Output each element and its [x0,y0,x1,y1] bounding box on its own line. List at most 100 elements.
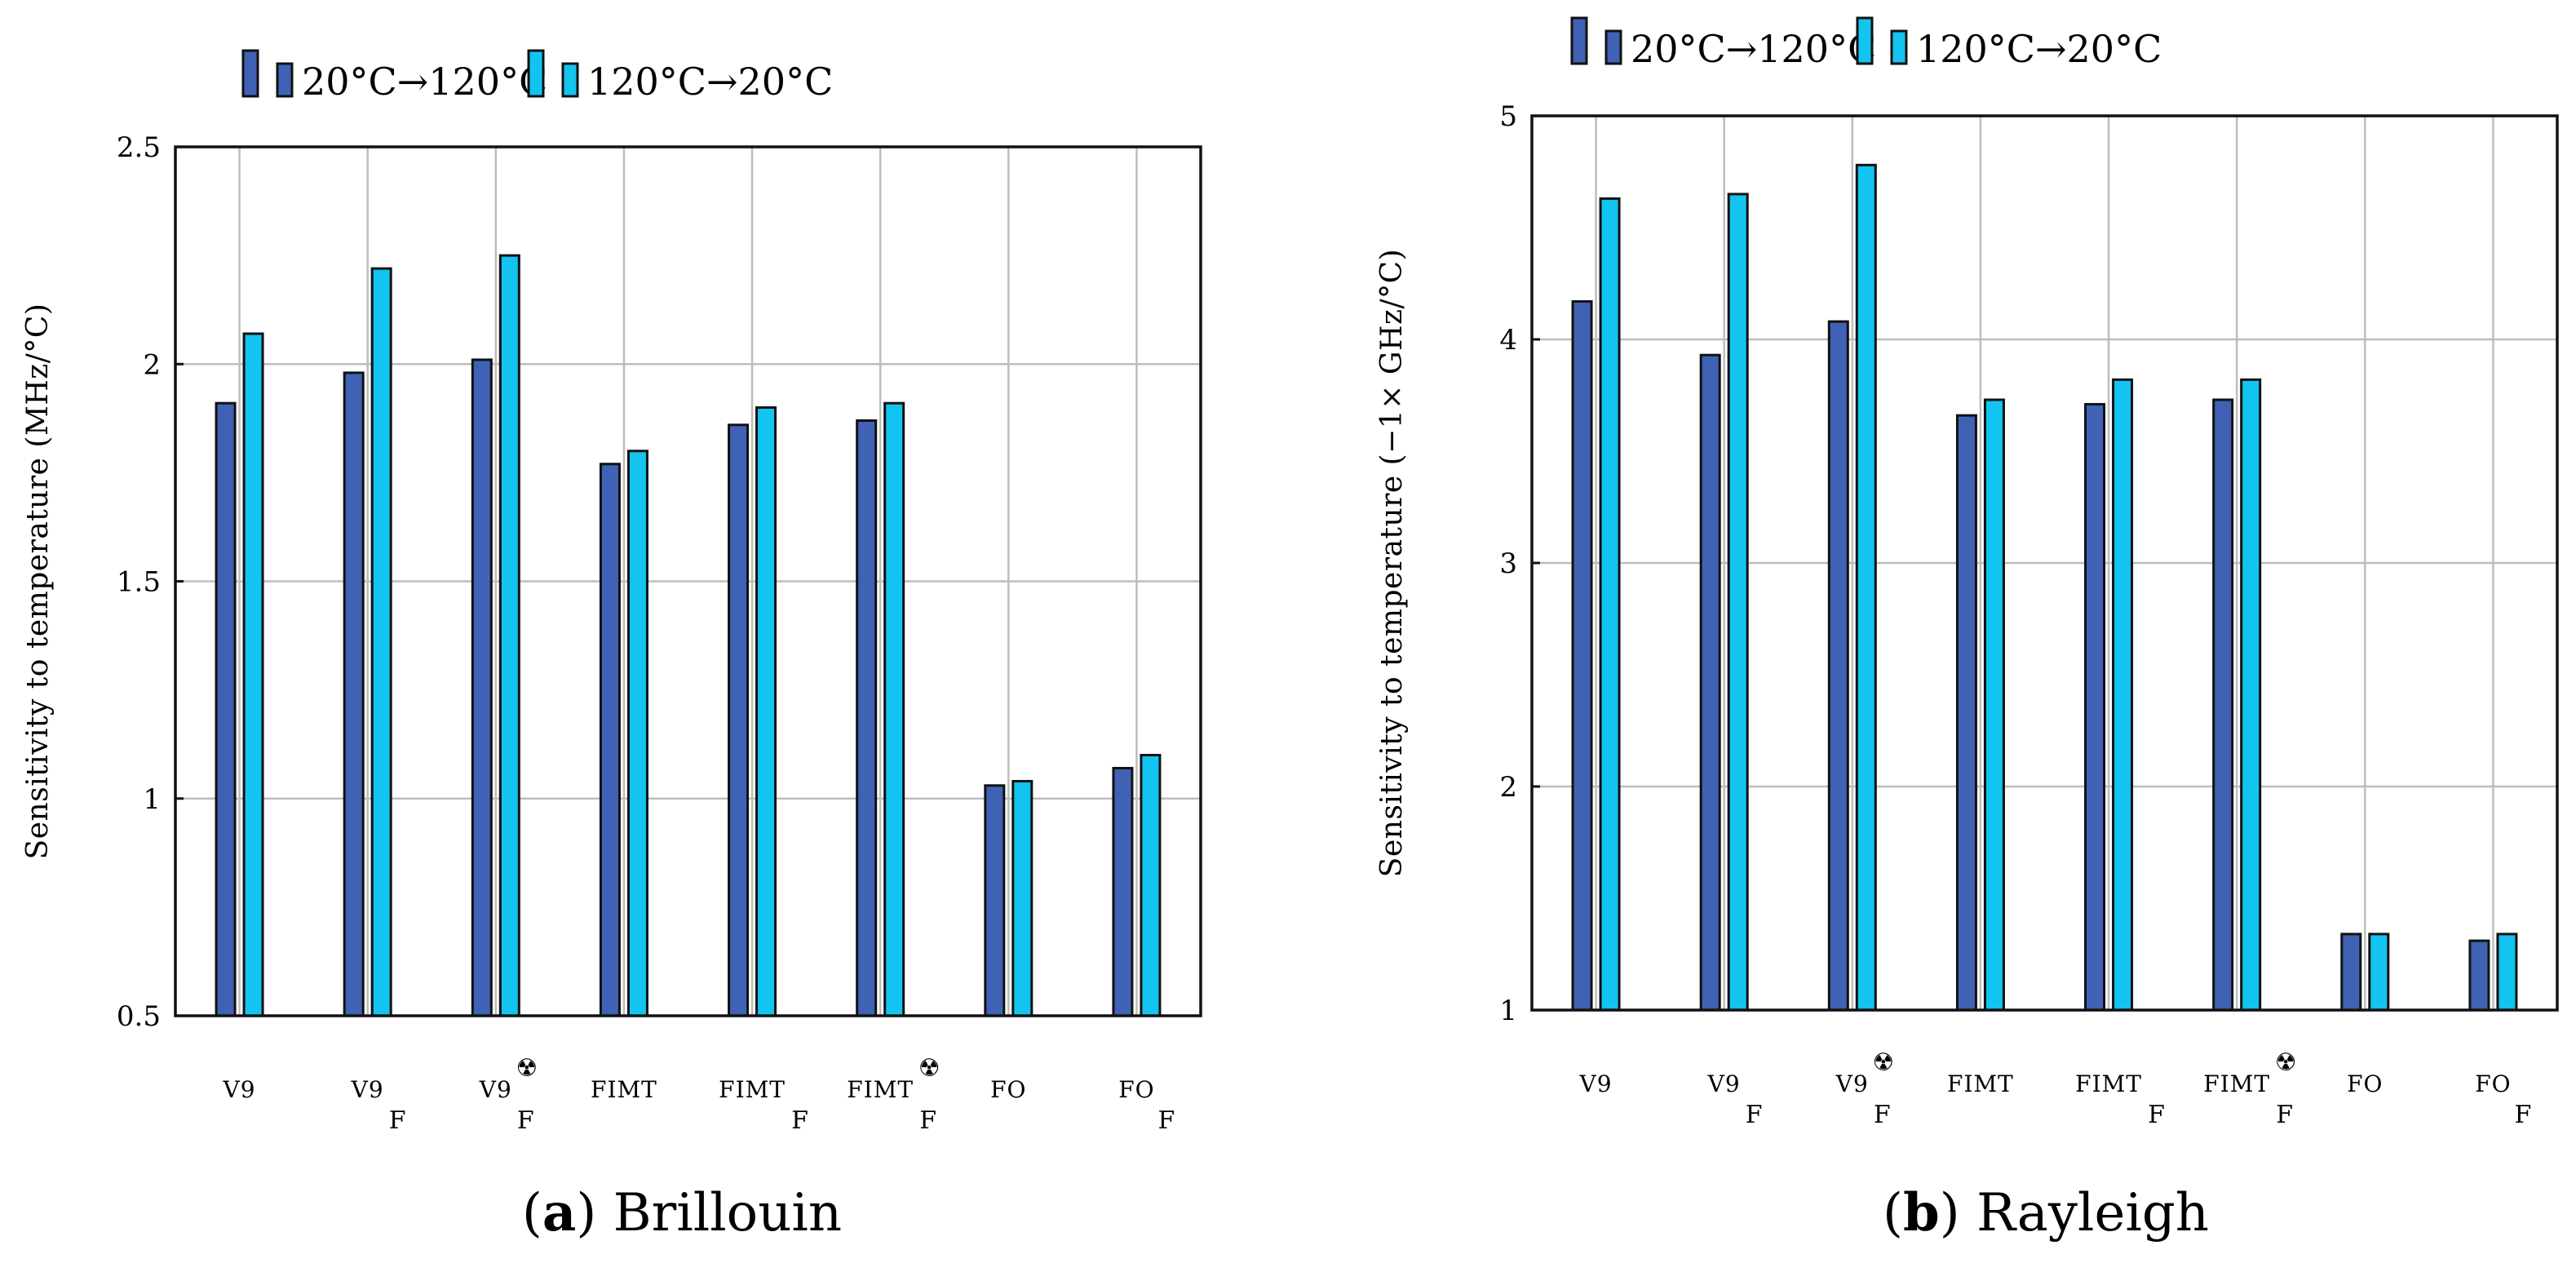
radiation-icon: ☢ [918,1054,941,1083]
bar [1727,193,1749,1012]
x-tick-label-base: FO [2347,1070,2383,1097]
bar [856,419,878,1017]
y-tick-label: 0.5 [117,1000,161,1033]
x-tick-label-base: V9 [351,1076,384,1103]
bar [1827,320,1849,1012]
legend-swatch [1604,29,1622,65]
radiation-icon: ☢ [2275,1048,2297,1077]
x-tick-label-base: FIMT [1947,1070,2014,1097]
x-tick-label-subscript: F [389,1106,406,1135]
bar [215,401,237,1017]
x-tick-label: V9 [1579,1070,1613,1097]
legend-swatch [1890,29,1908,65]
bar [883,401,905,1017]
caption-paren: ( [1883,1183,1903,1243]
x-tick-label: V9F ☢ [479,1054,538,1135]
legend-entry: 20°C→120°C [1631,27,1876,71]
bar [2212,398,2234,1012]
bar [370,267,392,1017]
caption-text: Brillouin [613,1183,842,1243]
y-axis-label: Sensitivity to temperature (−1× GHz/°C) [1375,249,1409,877]
x-tick-label: FO [2347,1070,2383,1097]
x-tick-label-base: V9 [1707,1070,1741,1097]
bar [1699,353,1721,1012]
x-tick-label-subscript: F [2276,1101,2293,1129]
bar [2240,378,2262,1012]
x-tick-label: FIMT [1947,1070,2014,1097]
x-tick-label-subscript: F [1874,1101,1891,1129]
x-tick-label-base: FIMT [591,1076,657,1103]
caption-paren: ( [522,1183,542,1243]
x-tick-label-base: FIMT [2075,1070,2142,1097]
legend-swatch [1570,16,1588,65]
bar [1855,163,1877,1012]
y-tick-label: 2.5 [117,131,161,164]
y-tick-label: 4 [1499,324,1517,357]
bar [2112,378,2134,1012]
x-tick-label-base: FO [990,1076,1026,1103]
y-tick-label: 1 [143,783,161,816]
caption-text: Rayleigh [1976,1183,2209,1243]
x-tick-label-subscript: F [1157,1106,1175,1135]
bar [343,371,365,1017]
bar [1599,197,1621,1012]
x-tick-label: FO [990,1076,1026,1103]
bar [2496,933,2518,1012]
y-tick-label: 5 [1499,100,1517,133]
bar [599,463,621,1017]
bar [2368,933,2390,1012]
x-tick-label: FIMT [591,1076,657,1103]
bar [498,254,520,1017]
bar [1955,414,1977,1012]
legend-entry: 20°C→120°C [302,60,547,104]
y-axis-label: Sensitivity to temperature (MHz/°C) [21,304,55,860]
bar [2340,933,2362,1012]
x-tick-label-base: V9 [1835,1070,1869,1097]
legend: 20°C→120°C 120°C→20°C [241,49,833,104]
bar [728,423,750,1017]
x-tick-label-base: FIMT [847,1076,914,1103]
bar [1011,779,1033,1017]
caption-letter: a [542,1182,576,1243]
y-tick-label: 2 [143,348,161,381]
bar [1571,299,1593,1012]
y-tick-label: 1 [1499,995,1517,1027]
caption: (b) Rayleigh [1883,1182,2209,1243]
legend-entry: 120°C→20°C [587,60,833,104]
x-tick-label-subscript: F [517,1106,534,1135]
caption-paren: ) [1940,1183,1976,1243]
x-tick-label-subscript: F [2514,1101,2531,1129]
bar [2084,402,2106,1012]
y-tick-label: 1.5 [117,566,161,599]
caption: (a) Brillouin [522,1182,842,1243]
x-tick-label-base: FO [1118,1076,1154,1103]
legend-swatch [241,49,259,98]
bar [1983,398,2005,1012]
caption-paren: ) [576,1183,613,1243]
x-tick-label: FOF [2475,1070,2531,1129]
legend-swatch [276,62,294,98]
x-tick-label: V9 [223,1076,255,1103]
bar [755,406,777,1017]
bar [2468,939,2490,1012]
bar [1140,754,1162,1017]
legend-swatch [527,49,545,98]
x-tick-label-subscript: F [1746,1101,1763,1129]
x-tick-label: V9F [351,1076,406,1135]
legend-swatch [561,62,579,98]
x-tick-label-base: FIMT [719,1076,786,1103]
x-tick-label-base: V9 [1579,1070,1613,1097]
bar [626,450,648,1017]
bar [1112,766,1134,1017]
x-tick-label-base: FIMT [2203,1070,2270,1097]
y-tick-label: 2 [1499,771,1517,804]
legend-entry: 120°C→20°C [1916,27,2162,71]
x-tick-label: V9F [1707,1070,1763,1129]
legend-swatch [1856,16,1874,65]
